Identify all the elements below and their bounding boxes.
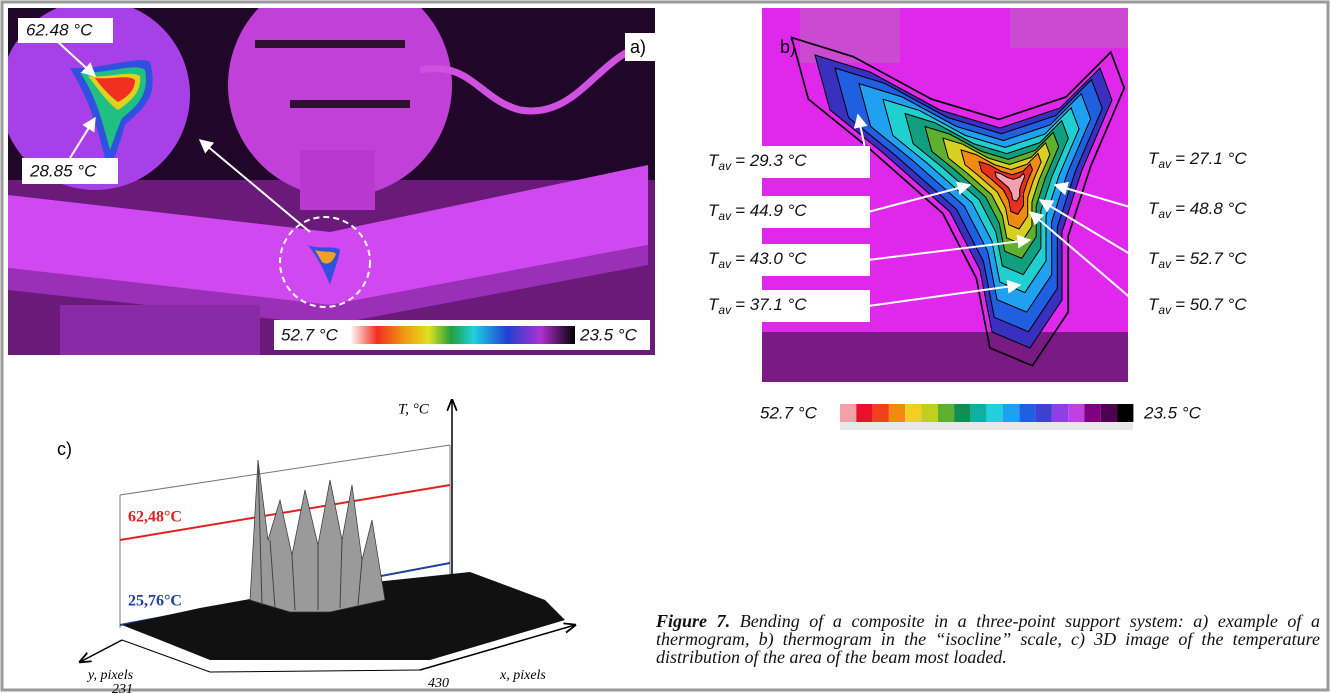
colorbar-max: 52.7 °C: [760, 403, 818, 422]
swatch-shadow: [840, 422, 1133, 430]
value: = 50.7 °C: [1175, 295, 1247, 314]
value: = 43.0 °C: [735, 249, 807, 268]
axis-label: x, pixels: [499, 668, 546, 683]
swatch: [1003, 404, 1019, 422]
swatch: [873, 404, 889, 422]
swatch: [889, 404, 905, 422]
subscript: av: [1158, 303, 1172, 317]
swatch: [1117, 404, 1133, 422]
value: = 44.9 °C: [735, 201, 807, 220]
swatch: [987, 404, 1003, 422]
subscript: av: [718, 303, 732, 317]
colorbar-min: 23.5 °C: [1143, 403, 1202, 422]
subscript: av: [718, 257, 732, 271]
subscript: av: [1158, 207, 1172, 221]
annotation: 62.48 °C: [26, 20, 93, 39]
swatch: [954, 404, 970, 422]
panel-label: a): [630, 37, 646, 57]
shape: [80, 640, 122, 662]
colorbar-max: 52.7 °C: [281, 325, 339, 344]
figure: 62.48 °C 28.85 °C a) 52.7 °C 23.5 °C b) …: [0, 0, 1331, 693]
thermogram-a: 62.48 °C 28.85 °C a) 52.7 °C 23.5 °C: [0, 0, 655, 355]
swatch: [905, 404, 921, 422]
subscript: av: [1158, 257, 1172, 271]
value: = 29.3 °C: [735, 151, 807, 170]
shape: [290, 100, 410, 108]
value: = 52.7 °C: [1175, 249, 1247, 268]
colorbar-min: 23.5 °C: [579, 325, 638, 344]
shape: [120, 445, 450, 495]
swatch: [922, 404, 938, 422]
axis-label: y, pixels: [86, 668, 134, 683]
shape: [762, 332, 1128, 382]
swatch: [1019, 404, 1035, 422]
level-label: 62,48°C: [128, 509, 182, 526]
annotation: 28.85 °C: [29, 161, 97, 180]
panel-label: c): [57, 439, 72, 459]
swatch: [840, 404, 856, 422]
value: = 48.8 °C: [1175, 199, 1247, 218]
tick-label: 430: [428, 676, 449, 691]
swatch: [1068, 404, 1084, 422]
swatch: [970, 404, 986, 422]
value: = 27.1 °C: [1175, 149, 1247, 168]
shape: [210, 670, 420, 672]
shape: [1010, 8, 1128, 48]
shape: [255, 40, 405, 48]
subscript: av: [718, 159, 732, 173]
shape: [300, 150, 375, 210]
subscript: av: [1158, 157, 1172, 171]
swatch: [1101, 404, 1117, 422]
axis-label: T, °C: [398, 401, 430, 417]
subscript: av: [718, 209, 732, 223]
swatch: [1036, 404, 1052, 422]
level-label: 25,76°C: [128, 593, 182, 610]
caption-label: Figure 7.: [656, 611, 730, 631]
colorbar: [350, 326, 575, 344]
plot-3d: c) T, °C 62,48°C 25,76°C y, pixels 231 4…: [57, 400, 575, 693]
tick-label: 231: [112, 682, 133, 693]
swatch: [938, 404, 954, 422]
thermogram-b: [762, 8, 1128, 382]
swatch: [1085, 404, 1101, 422]
value: = 37.1 °C: [735, 295, 807, 314]
shape: [60, 305, 260, 355]
swatch: [1052, 404, 1068, 422]
swatch: [856, 404, 872, 422]
colorbar: [840, 404, 1133, 430]
caption: Figure 7. Bending of a composite in a th…: [656, 612, 1320, 666]
panel-label: b): [780, 37, 796, 57]
page: {"panels": { "a": {"label": "a)", "annot…: [0, 0, 1331, 693]
caption-text: Bending of a composite in a three-point …: [656, 611, 1320, 667]
